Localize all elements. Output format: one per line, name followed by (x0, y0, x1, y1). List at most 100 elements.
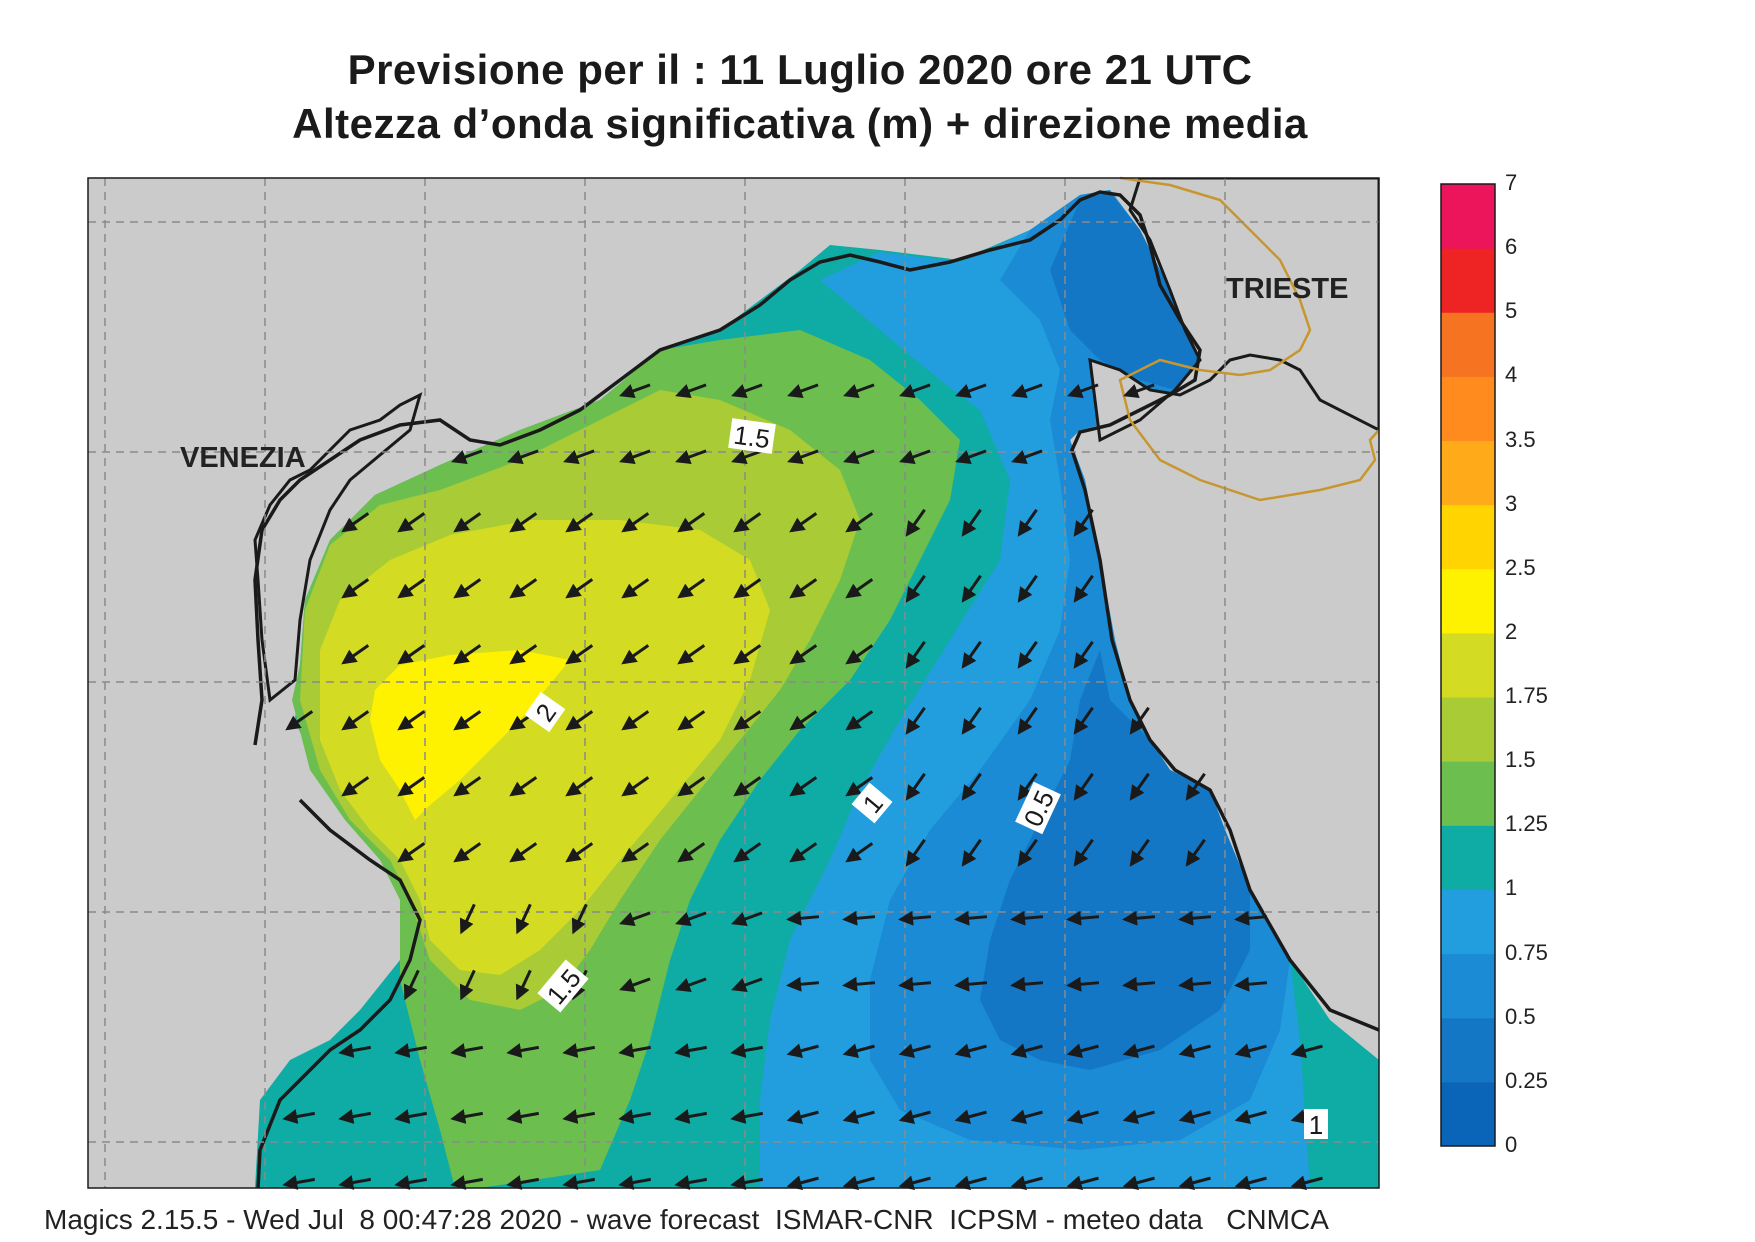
direction-arrow (397, 578, 426, 599)
direction-arrow (618, 1109, 652, 1124)
direction-arrow (341, 644, 370, 665)
direction-arrow (1178, 910, 1212, 926)
direction-arrow (453, 776, 482, 797)
direction-arrow (571, 903, 588, 935)
direction-arrow (954, 1175, 987, 1191)
direction-arrow (1234, 910, 1268, 926)
direction-arrow (1017, 706, 1038, 735)
direction-arrow (1185, 838, 1206, 867)
footer-credits: Magics 2.15.5 - Wed Jul 8 00:47:28 2020 … (44, 1204, 1329, 1235)
direction-arrow (730, 1043, 764, 1058)
direction-arrow (338, 1043, 372, 1058)
direction-arrow (730, 1175, 764, 1190)
map-title-line-1: Previsione per il : 11 Luglio 2020 ore 2… (347, 46, 1253, 93)
legend-swatch (1441, 184, 1495, 249)
direction-arrow (731, 977, 763, 993)
direction-arrow (842, 1043, 875, 1059)
direction-arrow (453, 710, 482, 731)
direction-arrow (565, 842, 594, 863)
direction-arrow (677, 578, 706, 599)
direction-arrow (845, 776, 874, 797)
direction-arrow (954, 1109, 987, 1125)
direction-arrow (453, 578, 482, 599)
direction-arrow (1010, 1175, 1043, 1191)
direction-arrow (1066, 1175, 1099, 1191)
contour-label: 1 (1309, 1110, 1323, 1140)
direction-arrow (1290, 1043, 1323, 1059)
direction-arrow (1073, 574, 1094, 603)
direction-arrow (955, 449, 987, 465)
direction-arrow (341, 512, 370, 533)
legend-swatch (1441, 697, 1495, 762)
direction-arrow (842, 1109, 875, 1125)
direction-arrow (397, 710, 426, 731)
direction-arrow (1122, 910, 1156, 926)
legend-tick-label: 4 (1505, 362, 1518, 388)
direction-arrow (621, 776, 650, 797)
direction-arrow (733, 512, 762, 533)
legend-swatch (1441, 504, 1495, 570)
direction-arrow (733, 578, 762, 599)
direction-arrow (453, 512, 482, 533)
direction-arrow (789, 644, 818, 665)
direction-arrow (507, 449, 539, 465)
direction-arrow (1073, 508, 1094, 537)
legend-tick-label: 0 (1505, 1132, 1518, 1157)
direction-arrow (677, 842, 706, 863)
direction-arrow (954, 976, 988, 992)
direction-arrow (1129, 772, 1150, 801)
direction-arrow (842, 976, 876, 992)
direction-arrow (845, 644, 874, 665)
direction-arrow (786, 1043, 819, 1059)
direction-arrow (509, 512, 538, 533)
direction-arrow (961, 508, 982, 537)
direction-arrow (565, 644, 594, 665)
direction-arrow (1178, 1109, 1211, 1125)
direction-arrow (1178, 1043, 1211, 1059)
direction-arrow (842, 910, 876, 926)
direction-arrow (515, 969, 532, 1001)
direction-arrow (898, 910, 932, 926)
direction-arrow (1073, 838, 1094, 867)
wave-direction-arrows (282, 383, 1323, 1191)
direction-arrow (789, 512, 818, 533)
legend-swatch (1441, 376, 1495, 442)
direction-arrow (677, 776, 706, 797)
direction-arrow (789, 710, 818, 731)
direction-arrow (675, 977, 707, 993)
direction-arrow (675, 449, 707, 465)
direction-arrow (565, 512, 594, 533)
direction-arrow (733, 842, 762, 863)
direction-arrow (282, 1175, 316, 1190)
direction-arrow (453, 644, 482, 665)
direction-arrow (450, 1175, 484, 1190)
direction-arrow (506, 1043, 540, 1058)
legend-swatch (1441, 1081, 1495, 1147)
direction-arrow (733, 710, 762, 731)
direction-arrow (786, 1175, 819, 1191)
direction-arrow (674, 1175, 708, 1190)
legend-tick-label: 5 (1505, 298, 1518, 324)
direction-arrow (677, 710, 706, 731)
coastline-south (256, 798, 422, 1188)
direction-arrow (506, 1175, 540, 1190)
direction-arrow (955, 383, 987, 399)
direction-arrow (1067, 383, 1099, 399)
direction-arrow (1129, 838, 1150, 867)
direction-arrow (1234, 1109, 1267, 1125)
direction-arrow (397, 842, 426, 863)
direction-arrow (1017, 508, 1038, 537)
direction-arrow (898, 1109, 931, 1125)
direction-arrow (905, 574, 926, 603)
trieste-peninsula (1088, 178, 1379, 443)
direction-arrow (397, 512, 426, 533)
direction-arrow (961, 772, 982, 801)
map-title-line-2: Altezza d’onda significativa (m) + direz… (292, 100, 1308, 147)
direction-arrow (675, 911, 707, 927)
graticule (88, 178, 1379, 1188)
direction-arrow (285, 710, 314, 731)
direction-arrow (619, 911, 651, 927)
direction-arrow (459, 903, 476, 935)
legend-tick-label: 0.25 (1505, 1067, 1548, 1093)
